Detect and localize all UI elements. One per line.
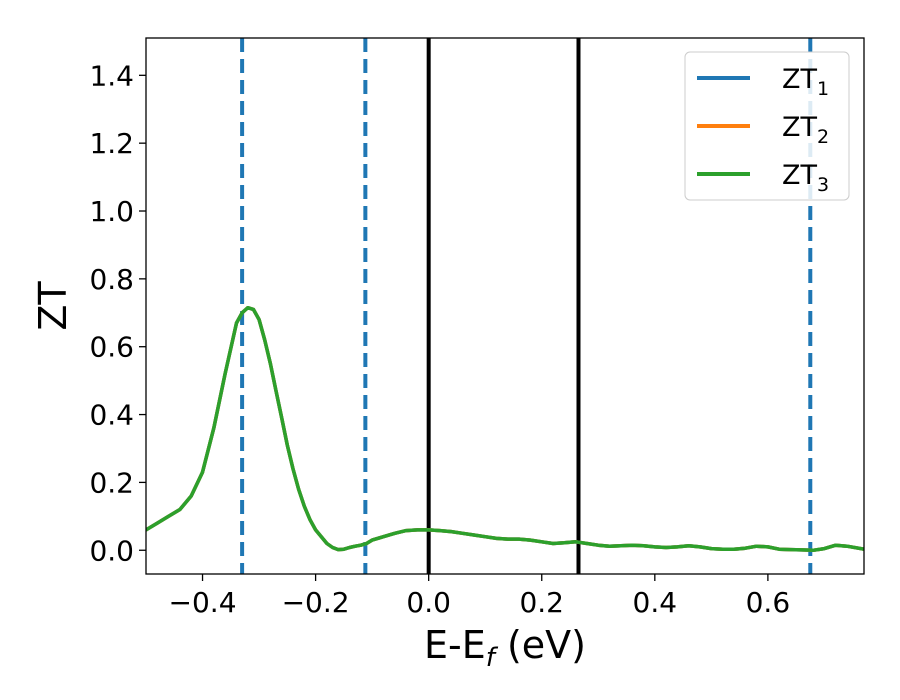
legend-label-1: ZT1: [782, 64, 829, 100]
legend-label-2: ZT2: [782, 112, 829, 148]
y-tick-label: 1.2: [89, 127, 134, 160]
series-line-1: [146, 305, 864, 553]
x-tick-label: 0.4: [633, 586, 678, 619]
y-tick-label: 1.4: [89, 59, 134, 92]
y-tick-label: 0.6: [89, 331, 134, 364]
x-tick-label: 0.6: [746, 586, 791, 619]
vertical-reference-lines: [240, 38, 813, 574]
y-tick-label: 0.2: [89, 466, 134, 499]
y-tick-label: 0.8: [89, 263, 134, 296]
legend-label-3: ZT3: [782, 160, 829, 196]
x-axis-label: E-Ef (eV): [424, 623, 586, 673]
series-lines: [146, 305, 864, 553]
y-tick-label: 0.0: [89, 534, 134, 567]
x-tick-label: 0.0: [406, 586, 451, 619]
y-axis-ticks: 0.0 0.2 0.4 0.6 0.8 1.0 1.2 1.4: [89, 59, 146, 567]
x-tick-label: 0.2: [519, 586, 564, 619]
y-axis-label: ZT: [31, 281, 75, 331]
series-line-2: [146, 305, 864, 553]
y-tick-label: 0.4: [89, 399, 134, 432]
series-line-3: [146, 305, 864, 553]
x-tick-label: −0.2: [282, 586, 350, 619]
legend: ZT1 ZT2 ZT3: [684, 51, 850, 201]
y-tick-label: 1.0: [89, 195, 134, 228]
legend-box: [684, 51, 850, 201]
x-axis-ticks: −0.4 −0.2 0.0 0.2 0.4 0.6: [169, 574, 791, 619]
plot-frame: [145, 37, 865, 575]
x-tick-label: −0.4: [169, 586, 237, 619]
